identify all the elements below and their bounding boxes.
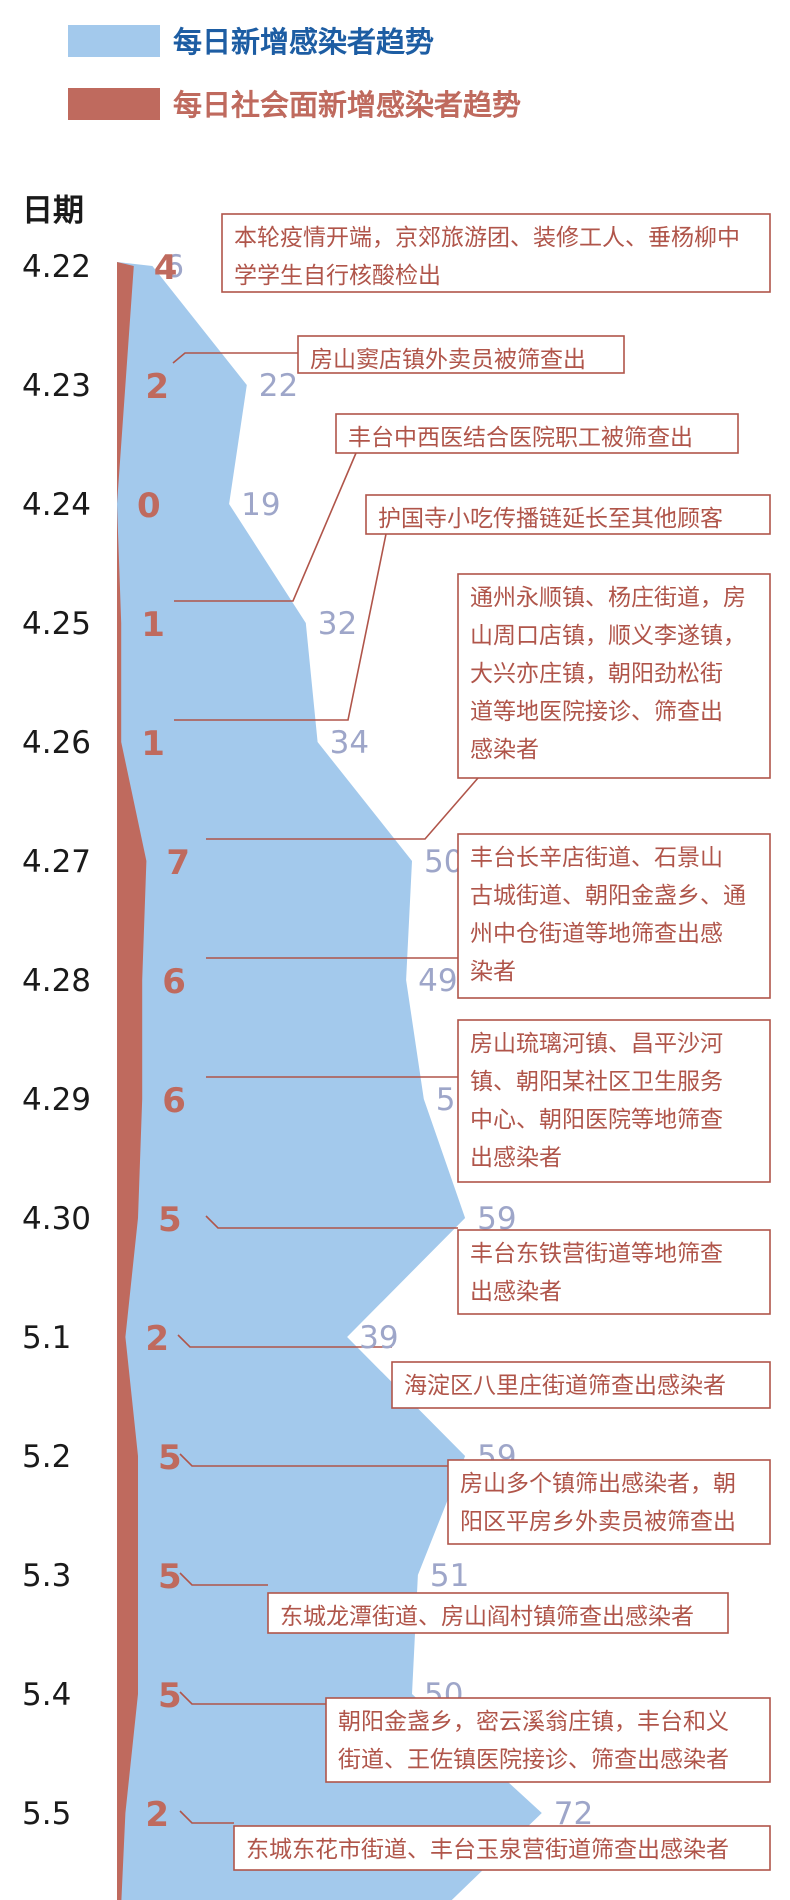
total-value-label: 49 bbox=[418, 963, 457, 999]
area-total-cases bbox=[117, 262, 542, 1900]
annotation-box bbox=[447, 1459, 771, 1545]
annotation-box bbox=[267, 1592, 729, 1634]
total-value-label: 51 bbox=[430, 1558, 469, 1594]
annotation-box bbox=[391, 1361, 771, 1409]
annotation-connector bbox=[206, 777, 479, 840]
annotation-box bbox=[457, 573, 771, 779]
annotation-connector bbox=[172, 352, 298, 364]
local-value-label: 1 bbox=[141, 724, 165, 764]
local-value-label: 6 bbox=[162, 962, 186, 1002]
annotation-text: 出感染者 bbox=[470, 1279, 562, 1305]
local-value-labels: 4 2 0 1 1 7 6 6 5 2 5 5 5 2 bbox=[137, 248, 190, 1835]
date-label: 4.29 bbox=[22, 1082, 91, 1118]
total-value-label: 34 bbox=[330, 725, 369, 761]
date-label: 5.1 bbox=[22, 1320, 71, 1356]
local-value-label: 5 bbox=[158, 1200, 182, 1240]
annotation-connectors bbox=[172, 352, 501, 1824]
annotation-text: 房山多个镇筛出感染者，朝 bbox=[460, 1471, 736, 1497]
annotation-text: 大兴亦庄镇，朝阳劲松街 bbox=[470, 661, 723, 687]
annotation-text: 感染者 bbox=[470, 737, 539, 763]
date-label: 4.24 bbox=[22, 487, 91, 523]
local-value-label: 1 bbox=[141, 605, 165, 645]
date-label: 4.25 bbox=[22, 606, 91, 642]
date-label: 5.5 bbox=[22, 1796, 71, 1832]
total-value-label: 19 bbox=[241, 487, 280, 523]
area-local-cases bbox=[117, 262, 147, 1900]
local-value-label: 2 bbox=[145, 1319, 169, 1359]
annotation-connector bbox=[174, 452, 357, 602]
annotation-text: 街道、王佐镇医院接诊、筛查出感染者 bbox=[338, 1747, 729, 1773]
date-label: 4.22 bbox=[22, 249, 91, 285]
annotation-text: 房山琉璃河镇、昌平沙河 bbox=[470, 1031, 723, 1057]
total-value-label: 50 bbox=[424, 844, 463, 880]
annotation-text: 道等地医院接诊、筛查出 bbox=[470, 699, 723, 725]
annotation-text: 东城龙潭街道、房山阎村镇筛查出感染者 bbox=[280, 1604, 694, 1630]
legend-swatch-total bbox=[68, 25, 160, 57]
local-value-label: 5 bbox=[158, 1557, 182, 1597]
annotation-box bbox=[221, 213, 771, 293]
annotation-text: 房山窦店镇外卖员被筛查出 bbox=[310, 347, 586, 373]
total-value-label: 22 bbox=[259, 368, 298, 404]
date-labels: 4.22 4.23 4.24 4.25 4.26 4.27 4.28 4.29 4.30 5.1 5… bbox=[22, 249, 91, 1832]
date-label: 5.3 bbox=[22, 1558, 71, 1594]
annotation-connector bbox=[177, 1334, 392, 1348]
annotation-connector bbox=[179, 1453, 448, 1467]
annotation-box bbox=[457, 1019, 771, 1183]
annotation-box bbox=[457, 1229, 771, 1315]
annotation-text: 丰台长辛店街道、石景山 bbox=[470, 845, 723, 871]
date-axis-header: 日期 bbox=[22, 193, 84, 229]
annotation-connector bbox=[179, 1572, 268, 1586]
date-label: 4.27 bbox=[22, 844, 91, 880]
annotation-text: 出感染者 bbox=[470, 1145, 562, 1171]
annotation-box bbox=[297, 335, 625, 374]
annotation-text: 东城东花市街道、丰台玉泉营街道筛查出感染者 bbox=[246, 1837, 729, 1863]
date-label: 5.2 bbox=[22, 1439, 71, 1475]
date-label: 5.4 bbox=[22, 1677, 71, 1713]
total-value-label: 32 bbox=[318, 606, 357, 642]
annotation-text: 护国寺小吃传播链延长至其他顾客 bbox=[378, 506, 723, 532]
date-label: 4.30 bbox=[22, 1201, 91, 1237]
local-value-label: 0 bbox=[137, 486, 161, 526]
date-label: 4.28 bbox=[22, 963, 91, 999]
total-value-label: 39 bbox=[359, 1320, 398, 1356]
annotation-box bbox=[335, 413, 739, 454]
local-value-label: 6 bbox=[162, 1081, 186, 1121]
annotation-text: 朝阳金盏乡，密云溪翁庄镇，丰台和义 bbox=[338, 1709, 729, 1735]
date-label: 4.23 bbox=[22, 368, 91, 404]
annotation-text: 镇、朝阳某社区卫生服务 bbox=[470, 1069, 723, 1095]
annotation-text: 州中仓街道等地筛查出感 bbox=[470, 921, 723, 947]
annotation-text: 染者 bbox=[470, 959, 516, 985]
annotation-text: 通州永顺镇、杨庄街道，房 bbox=[470, 585, 746, 611]
annotations: 本轮疫情开端，京郊旅游团、装修工人、垂杨柳中学学生自行核酸检出房山窦店镇外卖员被… bbox=[221, 213, 771, 1871]
annotation-text: 学学生自行核酸检出 bbox=[234, 263, 441, 289]
annotation-text: 丰台中西医结合医院职工被筛查出 bbox=[348, 425, 693, 451]
annotation-connector bbox=[205, 1215, 458, 1229]
local-value-label: 2 bbox=[145, 1795, 169, 1835]
annotation-connector bbox=[179, 1691, 326, 1705]
annotation-text: 丰台东铁营街道等地筛查 bbox=[470, 1241, 723, 1267]
annotation-text: 海淀区八里庄街道筛查出感染者 bbox=[404, 1373, 726, 1399]
legend-label-total: 每日新增感染者趋势 bbox=[173, 25, 434, 59]
annotation-text: 本轮疫情开端，京郊旅游团、装修工人、垂杨柳中 bbox=[234, 225, 740, 251]
annotation-connector bbox=[179, 1810, 234, 1824]
local-value-label: 4 bbox=[154, 248, 178, 288]
annotation-box bbox=[233, 1825, 771, 1871]
local-value-label: 2 bbox=[145, 367, 169, 407]
legend-swatch-local bbox=[68, 88, 160, 120]
annotation-connector bbox=[174, 533, 387, 721]
legend-label-local: 每日社会面新增感染者趋势 bbox=[173, 88, 521, 122]
local-value-label: 7 bbox=[166, 843, 190, 883]
local-value-label: 5 bbox=[158, 1438, 182, 1478]
annotation-box bbox=[365, 494, 771, 535]
annotation-text: 阳区平房乡外卖员被筛查出 bbox=[460, 1509, 736, 1535]
annotation-box bbox=[457, 833, 771, 999]
annotation-text: 中心、朝阳医院等地筛查 bbox=[470, 1107, 723, 1133]
annotation-box bbox=[325, 1697, 771, 1783]
date-label: 4.26 bbox=[22, 725, 91, 761]
total-value-label: 6 bbox=[164, 249, 184, 285]
local-value-label: 5 bbox=[158, 1676, 182, 1716]
annotation-text: 古城街道、朝阳金盏乡、通 bbox=[470, 883, 746, 909]
annotation-text: 山周口店镇，顺义李遂镇， bbox=[470, 623, 746, 649]
